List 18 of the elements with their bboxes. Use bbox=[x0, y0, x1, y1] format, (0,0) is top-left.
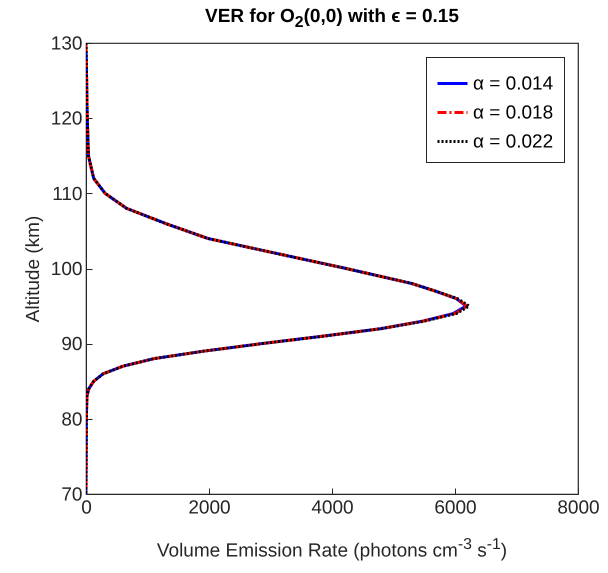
x-tick-label: 8000 bbox=[557, 498, 600, 518]
x-tick-label: 6000 bbox=[434, 498, 477, 518]
y-axis-title: Altitude (km) bbox=[22, 216, 44, 322]
legend-label: α = 0.022 bbox=[473, 132, 554, 152]
y-tick-label: 70 bbox=[61, 484, 82, 506]
y-tick-label: 80 bbox=[61, 409, 82, 430]
x-tick-label: 0 bbox=[81, 498, 92, 518]
x-tick-label: 4000 bbox=[311, 498, 354, 518]
y-tick-label: 120 bbox=[50, 108, 82, 130]
x-tick-label: 2000 bbox=[188, 498, 231, 518]
y-tick-label: 130 bbox=[50, 34, 82, 54]
x-axis-title: Volume Emission Rate (photons cm$^{-3}$ s$^{-1}$) bbox=[156, 536, 508, 562]
chart-title: VER for O$_{2}$(0,0) with ϵ = 0.15 bbox=[204, 6, 460, 32]
y-tick-label: 110 bbox=[52, 184, 82, 205]
legend-label: α = 0.014 bbox=[473, 74, 554, 94]
y-tick-label: 90 bbox=[61, 334, 82, 356]
y-tick-label: 100 bbox=[50, 259, 82, 280]
legend-label: α = 0.018 bbox=[473, 102, 554, 124]
